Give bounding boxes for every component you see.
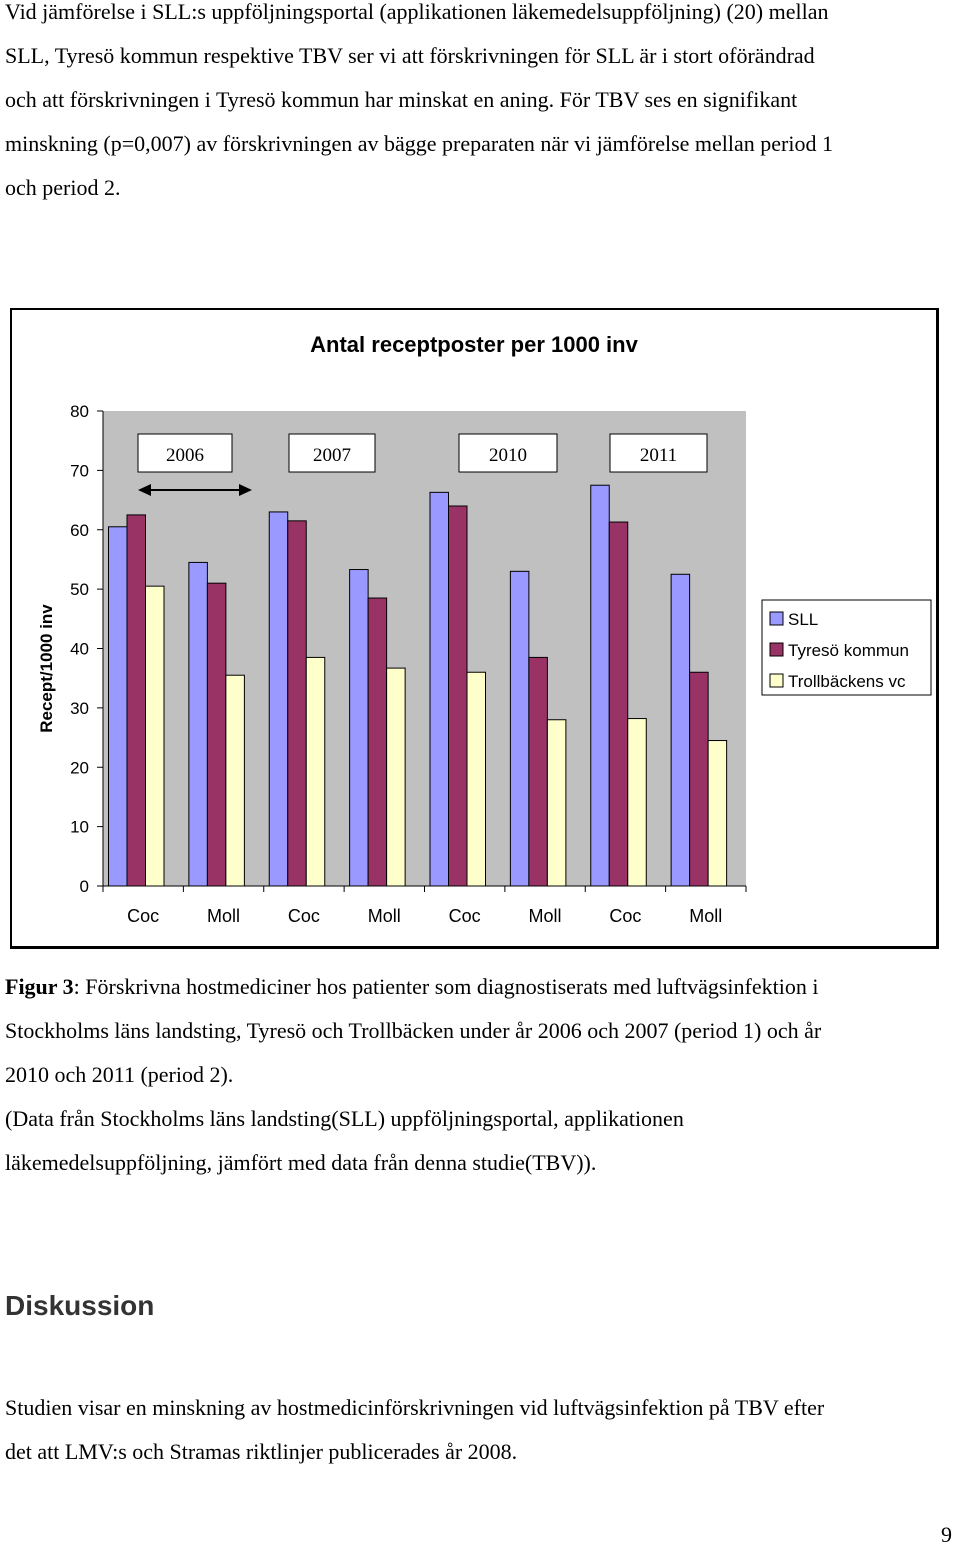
year-box <box>458 433 558 473</box>
discussion-paragraph: Studien visar en minskning av hostmedici… <box>5 1386 955 1474</box>
y-tick-label: 20 <box>70 758 89 777</box>
year-label: 2006 <box>166 445 204 466</box>
x-tick-label: Coc <box>127 906 159 926</box>
caption-line: 2010 och 2011 (period 2). <box>5 1062 234 1087</box>
bar-trollb-ckens-vc <box>546 719 567 887</box>
x-tick-label: Moll <box>529 906 562 926</box>
legend-label: SLL <box>788 610 818 629</box>
bar-sll <box>670 573 691 887</box>
y-tick-label: 0 <box>80 877 89 896</box>
bar-tyres-kommun <box>126 514 146 887</box>
bar-tyres-kommun <box>448 505 468 887</box>
bar-trollb-ckens-vc <box>627 718 647 887</box>
bar-sll <box>429 491 449 887</box>
y-tick-label: 60 <box>70 521 89 540</box>
y-tick-label: 70 <box>70 461 89 480</box>
bar-trollb-ckens-vc <box>707 740 728 887</box>
x-tick-label: Moll <box>689 906 722 926</box>
intro-line: och period 2. <box>5 175 121 200</box>
year-box <box>137 433 233 473</box>
y-axis-label: Recept/1000 inv <box>37 604 56 733</box>
legend-label: Tyresö kommun <box>788 641 909 660</box>
bar-tyres-kommun <box>206 582 227 887</box>
caption-label: Figur 3 <box>5 974 74 999</box>
y-tick-label: 40 <box>70 640 89 659</box>
intro-line: och att förskrivningen i Tyresö kommun h… <box>5 87 798 112</box>
legend-swatch <box>769 642 784 657</box>
legend-box <box>761 599 932 696</box>
year-label: 2010 <box>489 445 527 466</box>
year-label: 2007 <box>313 445 351 466</box>
x-tick-label: Coc <box>609 906 641 926</box>
bar-sll <box>108 526 128 887</box>
intro-line: minskning (p=0,007) av förskrivningen av… <box>5 131 833 156</box>
arrow-head-right <box>239 484 252 496</box>
bar-trollb-ckens-vc <box>145 585 165 887</box>
intro-paragraph: Vid jämförelse i SLL:s uppföljningsporta… <box>5 0 955 210</box>
bar-trollb-ckens-vc <box>386 667 406 887</box>
y-tick-label: 30 <box>70 699 89 718</box>
arrow-head-left <box>138 484 151 496</box>
caption-line: (Data från Stockholms läns landsting(SLL… <box>5 1106 684 1131</box>
chart-frame: Antal receptposter per 1000 inv 0 10 20 30 40… <box>10 308 939 949</box>
discussion-line: Studien visar en minskning av hostmedici… <box>5 1395 825 1420</box>
bar-chart: Antal receptposter per 1000 inv 0 10 20 30 40… <box>37 332 932 926</box>
x-tick-label: Moll <box>207 906 240 926</box>
bar-sll <box>509 570 530 887</box>
bar-sll <box>590 484 610 887</box>
intro-line: Vid jämförelse i SLL:s uppföljningsporta… <box>5 0 829 24</box>
bar-trollb-ckens-vc <box>305 656 326 887</box>
y-tick-label: 80 <box>70 402 89 421</box>
caption-text: : Förskrivna hostmediciner hos patienter… <box>73 974 819 999</box>
x-tick-label: Coc <box>449 906 481 926</box>
bar-tyres-kommun <box>287 520 307 887</box>
year-box <box>609 433 708 473</box>
bar-sll <box>349 569 369 887</box>
bar-trollb-ckens-vc <box>225 674 245 887</box>
figure-caption: Figur 3: Förskrivna hostmediciner hos pa… <box>5 965 955 1185</box>
chart-title: Antal receptposter per 1000 inv <box>310 332 638 357</box>
discussion-line: det att LMV:s och Stramas riktlinjer pub… <box>5 1439 518 1464</box>
legend-label: Trollbäckens vc <box>788 672 906 691</box>
x-tick-label: Coc <box>288 906 320 926</box>
legend-swatch <box>769 673 784 688</box>
y-tick-label: 10 <box>70 818 89 837</box>
legend-swatch <box>769 611 784 626</box>
year-label: 2011 <box>640 445 677 466</box>
page-number: 9 <box>941 1522 952 1547</box>
bar-sll <box>188 561 208 887</box>
intro-line: SLL, Tyresö kommun respektive TBV ser vi… <box>5 43 815 68</box>
caption-line: Figur 3: Förskrivna hostmediciner hos pa… <box>5 965 955 1009</box>
bar-tyres-kommun <box>528 656 548 887</box>
bar-tyres-kommun <box>367 597 388 887</box>
caption-line: läkemedelsuppföljning, jämfört med data … <box>5 1150 597 1175</box>
section-heading: Diskussion <box>5 1290 155 1321</box>
y-tick-label: 50 <box>70 580 89 599</box>
bar-tyres-kommun <box>608 521 629 887</box>
caption-line: Stockholms läns landsting, Tyresö och Tr… <box>5 1018 822 1043</box>
bar-tyres-kommun <box>689 671 709 887</box>
year-box <box>288 433 376 473</box>
x-tick-label: Moll <box>368 906 401 926</box>
bar-trollb-ckens-vc <box>466 671 486 887</box>
bar-sll <box>268 511 289 887</box>
